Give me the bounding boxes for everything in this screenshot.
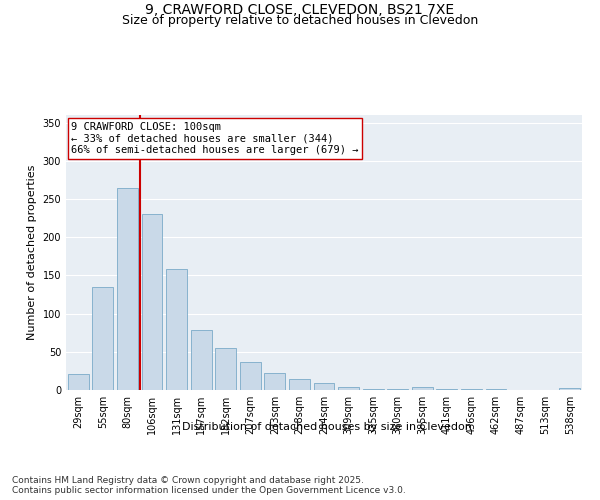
Bar xyxy=(314,383,334,390)
Text: 9 CRAWFORD CLOSE: 100sqm
← 33% of detached houses are smaller (344)
66% of semi-: 9 CRAWFORD CLOSE: 100sqm ← 33% of detach… xyxy=(71,122,359,155)
Bar xyxy=(215,348,236,390)
Text: Size of property relative to detached houses in Clevedon: Size of property relative to detached ho… xyxy=(122,14,478,27)
Text: 9, CRAWFORD CLOSE, CLEVEDON, BS21 7XE: 9, CRAWFORD CLOSE, CLEVEDON, BS21 7XE xyxy=(145,2,455,16)
Bar xyxy=(338,387,359,390)
Bar xyxy=(240,362,261,390)
Bar xyxy=(92,287,113,390)
Bar xyxy=(68,374,89,390)
Bar xyxy=(436,389,457,390)
Bar xyxy=(387,389,408,390)
Bar xyxy=(289,380,310,390)
Y-axis label: Number of detached properties: Number of detached properties xyxy=(27,165,37,340)
Bar xyxy=(485,389,506,390)
Bar xyxy=(117,188,138,390)
Bar xyxy=(191,330,212,390)
Bar xyxy=(412,387,433,390)
Text: Distribution of detached houses by size in Clevedon: Distribution of detached houses by size … xyxy=(182,422,472,432)
Bar xyxy=(559,388,580,390)
Bar xyxy=(166,270,187,390)
Bar xyxy=(142,214,163,390)
Bar xyxy=(265,373,286,390)
Text: Contains HM Land Registry data © Crown copyright and database right 2025.
Contai: Contains HM Land Registry data © Crown c… xyxy=(12,476,406,495)
Bar xyxy=(362,389,383,390)
Bar xyxy=(461,389,482,390)
